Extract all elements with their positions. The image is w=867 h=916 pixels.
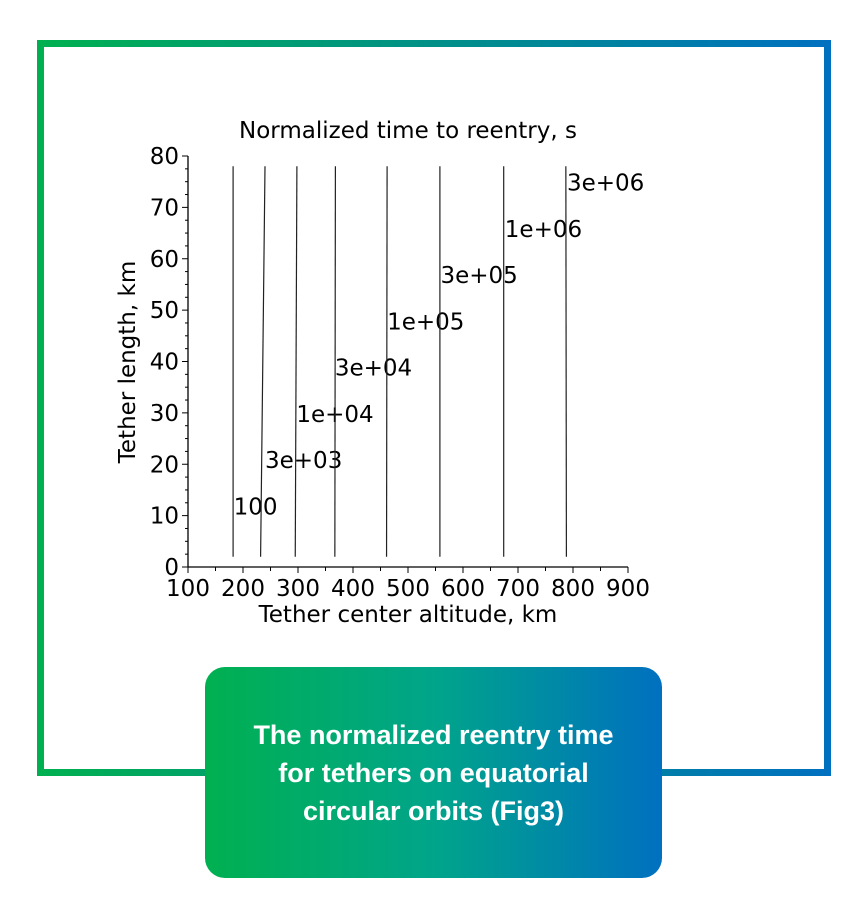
y-tick-label: 40 (150, 350, 179, 376)
y-tick-label: 60 (150, 247, 179, 273)
y-tick-label: 50 (150, 298, 179, 324)
x-tick-label: 200 (221, 576, 265, 602)
contour-label: 3e+06 (567, 171, 644, 197)
y-tick-label: 80 (150, 144, 179, 170)
contour-line-1e+04 (294, 166, 298, 557)
contour-line-3e+04 (334, 166, 336, 557)
x-tick-label: 800 (551, 576, 595, 602)
y-tick-label: 70 (150, 195, 179, 221)
y-axis-label: Tether length, km (115, 261, 141, 464)
x-tick-label: 400 (331, 576, 375, 602)
x-tick-label: 500 (386, 576, 430, 602)
contour-line-1e+05 (385, 166, 388, 557)
caption-box: The normalized reentry time for tethers … (205, 667, 662, 878)
y-tick-label: 20 (150, 452, 179, 478)
contour-label: 1e+05 (387, 309, 464, 335)
chart-title: Normalized time to reentry, s (239, 118, 577, 144)
x-tick-label: 700 (496, 576, 540, 602)
x-tick-label: 300 (276, 576, 320, 602)
y-tick-label: 0 (164, 555, 179, 581)
contour-line-3e+03 (260, 166, 266, 557)
x-axis-label: Tether center altitude, km (258, 602, 558, 628)
x-tick-label: 900 (606, 576, 650, 602)
x-tick-label: 100 (166, 576, 210, 602)
contour-label: 100 (234, 494, 278, 520)
contour-label: 3e+03 (265, 448, 342, 474)
x-tick-label: 600 (441, 576, 485, 602)
contour-label: 3e+05 (440, 263, 517, 289)
gradient-frame (37, 40, 831, 776)
y-tick-label: 30 (150, 401, 179, 427)
contour-label: 1e+06 (505, 217, 582, 243)
contour-line-3e+06 (565, 166, 568, 557)
contour-label: 3e+04 (335, 356, 412, 382)
y-tick-label: 10 (150, 504, 179, 530)
